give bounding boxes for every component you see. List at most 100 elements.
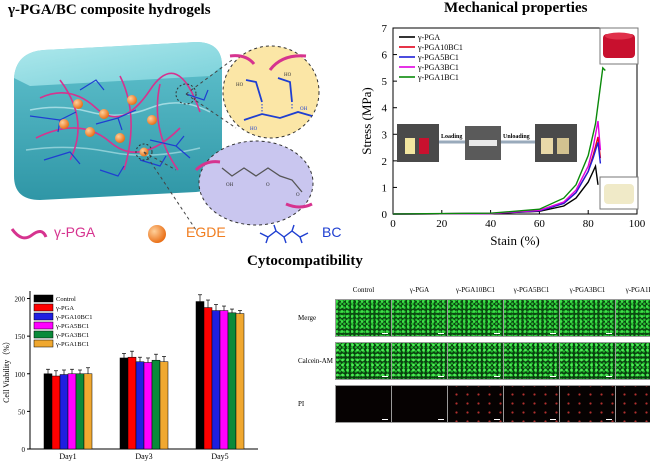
legend-label: γ-PGA5BC1 — [55, 323, 89, 330]
loading-label: Loading — [441, 134, 462, 140]
legend-label: γ-PGA10BC1 — [55, 314, 92, 321]
x-tick-label: 40 — [485, 218, 497, 230]
scale-bar — [382, 333, 388, 334]
y-tick-label: 1 — [382, 182, 388, 194]
micrograph-panel — [335, 299, 392, 337]
y-tick-label: 150 — [15, 333, 26, 341]
micrograph-panel — [447, 342, 504, 380]
legend-swatch — [33, 339, 54, 348]
column-label: γ-PGA10BC1 — [455, 286, 496, 294]
egde-crosslink-callout: OH O O — [194, 140, 314, 226]
legend-label: γ-PGA3BC1 — [417, 63, 459, 72]
row-label: PI — [298, 400, 305, 408]
micrograph-panel — [447, 299, 504, 337]
cyto-title: Cytocompatibility — [247, 253, 363, 269]
y-tick-label: 50 — [18, 408, 26, 416]
hydrogen-bond-callout: HO HO OH HO — [222, 45, 320, 139]
legend-bc-label: BC — [322, 224, 342, 240]
hydrogel-photo-inset — [599, 176, 639, 210]
x-tick-label: 100 — [629, 218, 646, 230]
bar — [143, 362, 153, 450]
micrograph-panel — [615, 342, 650, 380]
micrograph-panel — [335, 385, 392, 423]
svg-text:O: O — [266, 183, 270, 188]
unloading-label: Unloading — [503, 134, 530, 140]
y-tick-label: 5 — [382, 76, 388, 88]
bar — [235, 313, 245, 450]
callout-line — [143, 151, 177, 171]
component-legend: γ-PGA EGDE BC — [0, 221, 342, 247]
scale-bar — [550, 333, 556, 334]
svg-text:OH: OH — [226, 183, 234, 188]
legend-swatch — [33, 330, 54, 339]
bar — [51, 375, 61, 450]
legend-label: γ-PGA — [417, 33, 440, 42]
svg-text:O: O — [296, 193, 300, 198]
x-tick-label: Day3 — [135, 452, 152, 461]
y-axis-label: Stress (MPa) — [359, 87, 374, 155]
legend-label: γ-PGA1BC1 — [417, 73, 459, 82]
column-label: γ-PGA5BC1 — [513, 286, 550, 294]
scale-bar — [494, 376, 500, 377]
row-label: Merge — [298, 314, 317, 322]
pga-chain-icon — [10, 228, 48, 240]
bar — [127, 356, 137, 450]
legend-label: γ-PGA3BC1 — [55, 332, 89, 339]
micrograph-panel — [615, 385, 650, 423]
y-tick-label: 2 — [382, 156, 388, 168]
y-tick-label: 6 — [382, 50, 388, 62]
hydrogel-illustration: HO HO OH HO OH O O — [14, 42, 320, 231]
bar — [43, 373, 53, 450]
composite-title: γ-PGA/BC composite hydrogels — [8, 2, 211, 18]
legend-egde-label: EGDE — [186, 224, 226, 240]
bar — [67, 373, 77, 450]
scale-bar — [438, 333, 444, 334]
legend-label: Control — [56, 296, 76, 303]
scale-bar — [494, 419, 500, 420]
legend-swatch — [33, 303, 54, 312]
x-tick-label: 20 — [436, 218, 448, 230]
scale-bar — [606, 376, 612, 377]
bar — [203, 307, 213, 450]
y-axis-label: Cell Viability（%） — [2, 337, 11, 403]
bar — [211, 310, 221, 450]
series-line — [392, 66, 606, 215]
bar — [59, 374, 69, 450]
legend-label: γ-PGA — [55, 305, 74, 312]
stress-strain-chart: 0 20 40 60 80 100 0 1 2 3 4 5 6 7 Stain (%) Stress (MPa… — [359, 23, 646, 248]
micrograph-panel — [391, 385, 448, 423]
hydrogel-block — [14, 42, 222, 200]
x-tick-label: 60 — [534, 218, 546, 230]
column-label: γ-PGA1BC1 — [625, 286, 650, 294]
legend-swatch — [33, 312, 54, 321]
bar — [75, 373, 85, 450]
scale-bar — [550, 376, 556, 377]
callout-line — [185, 93, 237, 129]
bar — [227, 312, 237, 450]
y-tick-label: 0 — [22, 446, 26, 454]
micrograph-panel — [559, 342, 616, 380]
scale-bar — [606, 333, 612, 334]
micrograph-panel — [447, 385, 504, 423]
x-tick-label: Day1 — [59, 452, 76, 461]
x-axis-label: Stain (%) — [490, 233, 539, 248]
bar — [159, 361, 169, 450]
scale-bar — [438, 376, 444, 377]
y-tick-label: 3 — [382, 129, 388, 141]
micrograph-panel — [335, 342, 392, 380]
legend-swatch — [33, 294, 54, 303]
legend-label: γ-PGA10BC1 — [417, 43, 463, 52]
hydrogel-photo-inset — [599, 27, 639, 65]
column-label: Control — [352, 286, 375, 294]
micrograph-panel — [503, 342, 560, 380]
bar — [195, 301, 205, 450]
column-label: γ-PGA — [409, 286, 430, 294]
bar — [119, 357, 129, 450]
svg-text:HO: HO — [250, 127, 258, 132]
bar — [135, 361, 145, 450]
y-tick-label: 0 — [382, 209, 388, 221]
column-label: γ-PGA3BC1 — [569, 286, 606, 294]
row-label: Calcein-AM — [298, 357, 333, 365]
micrograph-panel — [391, 342, 448, 380]
series-line — [392, 163, 599, 215]
